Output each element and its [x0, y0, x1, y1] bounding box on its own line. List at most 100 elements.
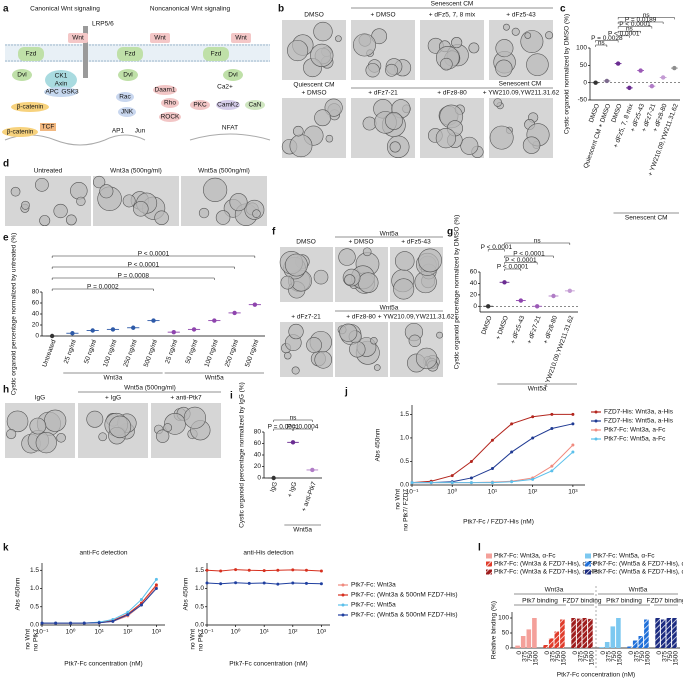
y-tick-label: 40	[32, 311, 40, 318]
x-tick-label: 10²	[288, 629, 298, 636]
x-tick-label: + anti-Ptk7	[301, 481, 318, 513]
significance-bracket	[504, 268, 522, 271]
data-point	[126, 610, 130, 614]
significance-bracket	[504, 255, 554, 258]
data-point	[291, 581, 295, 585]
dot	[49, 333, 55, 339]
significance-label: P < 0.0001	[619, 21, 651, 28]
data-point	[54, 621, 58, 625]
diagram-label: Rac	[119, 94, 131, 101]
organoid	[314, 109, 331, 127]
diagram-label: GSK3	[61, 89, 79, 96]
bar	[644, 619, 649, 648]
x-tick-label: 10¹	[94, 629, 104, 636]
subgroup-label: FZD7 binding	[646, 598, 683, 605]
legend-label: Ptk7-Fc: (Wnt5a & 500nM FZD7-His)	[351, 612, 458, 619]
organoid	[29, 417, 47, 435]
legend-swatch	[594, 437, 598, 441]
bar	[672, 618, 677, 648]
legend-swatch	[486, 561, 492, 567]
organoid	[313, 269, 329, 285]
micrograph-label: + dFz5-43	[401, 239, 431, 246]
organoid	[203, 177, 228, 202]
x-tick-label: 250 ng/ml	[122, 338, 139, 368]
micrograph	[420, 20, 484, 80]
organoid	[306, 337, 322, 353]
micrograph	[151, 403, 221, 458]
y-tick-label: 0	[583, 79, 587, 86]
diagram-label: Daam1	[155, 87, 176, 94]
dot	[660, 75, 666, 80]
data-point	[510, 422, 514, 426]
legend-swatch	[594, 419, 598, 423]
data-point	[319, 569, 323, 573]
legend-swatch	[341, 603, 345, 607]
legend-swatch	[486, 553, 492, 559]
y-tick-label: 1.5	[30, 567, 39, 574]
organoid	[418, 248, 442, 273]
x-tick-label: 375	[549, 651, 556, 662]
baseline-label: no Ptk7/ FZD7	[403, 489, 410, 531]
x-tick-label: 10³	[152, 629, 162, 636]
x-tick-label: 0	[656, 651, 663, 655]
data-point	[234, 581, 238, 585]
data-point	[469, 459, 473, 463]
dot	[191, 327, 197, 332]
data-point	[410, 481, 414, 485]
x-tick-label: 10²	[123, 629, 133, 636]
destruction-complex	[44, 87, 78, 97]
organoid	[21, 200, 30, 210]
x-tick-label: 10⁰	[66, 628, 76, 636]
micrograph-label: DMSO	[296, 239, 316, 246]
bar	[554, 631, 560, 648]
x-tick-label: 1500	[673, 651, 680, 666]
legend-swatch	[341, 593, 345, 597]
x-tick-label: 25 ng/ml	[164, 338, 179, 364]
beta-catenin	[11, 102, 49, 112]
organoid	[440, 57, 453, 71]
y-tick-label: 100	[498, 615, 509, 622]
data-point	[571, 450, 575, 454]
panel-letter: b	[278, 4, 284, 15]
micrograph	[351, 98, 415, 159]
dvl	[118, 69, 138, 81]
data-point	[450, 481, 454, 485]
diagram-label: Ca2+	[217, 84, 233, 91]
y-tick-label: 20	[32, 322, 40, 329]
organoid	[287, 39, 309, 62]
organoid	[313, 21, 333, 42]
data-point	[490, 481, 494, 485]
x-axis-label: Ptk7-Fc / FZD7-His (nM)	[463, 519, 534, 526]
organoid	[524, 32, 532, 39]
x-tick-label: 375	[577, 651, 584, 662]
dot	[151, 318, 156, 323]
micrograph-label: + DMSO	[370, 12, 395, 19]
bar	[616, 618, 621, 648]
significance-label: P < 0.0001	[608, 30, 640, 37]
diagram-label: Fzd	[125, 51, 136, 58]
micrograph	[279, 247, 333, 302]
legend-swatch	[585, 553, 591, 559]
y-tick-label: 60	[254, 440, 262, 447]
organoid	[468, 42, 480, 54]
baseline-label: no Wnt	[395, 489, 402, 510]
dot	[649, 83, 655, 89]
subgroup-label: Ptk7 binding	[606, 598, 642, 605]
data-point	[69, 621, 73, 625]
significance-label: P = 0.0028	[591, 35, 623, 42]
dot	[131, 325, 136, 330]
organoid	[352, 33, 376, 57]
x-tick-label: IgG	[269, 481, 279, 493]
significance-bracket	[51, 288, 154, 291]
y-tick-label: 0.0	[400, 482, 409, 489]
organoid	[324, 98, 343, 117]
diagram-label: CamK2	[217, 102, 239, 109]
data-point	[304, 581, 308, 585]
y-tick-label: 50	[502, 630, 510, 637]
micrograph-label: Senescent CM	[499, 81, 542, 88]
significance-label: P = 0.0189	[625, 17, 657, 24]
organoid	[503, 23, 510, 31]
dot	[271, 475, 276, 481]
